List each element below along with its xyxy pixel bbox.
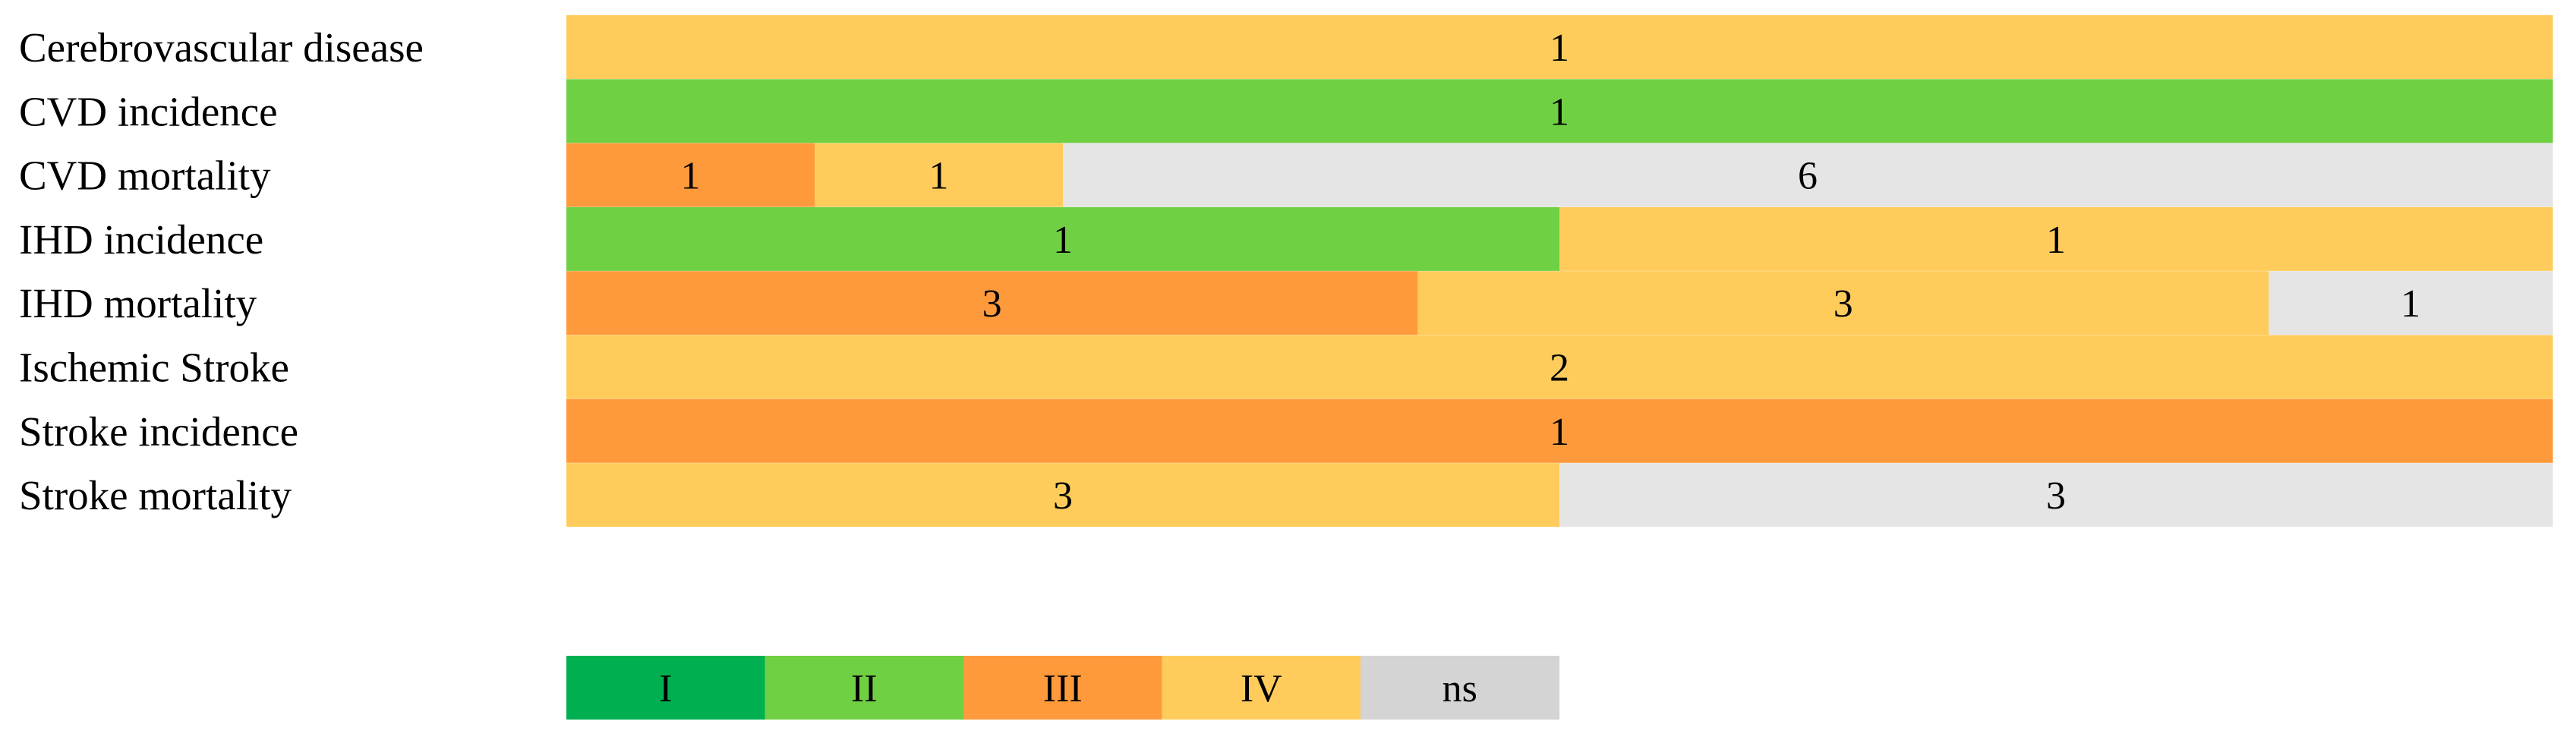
bar-value-label-ihd-incidence-iv: 1	[2046, 219, 2066, 262]
legend-swatch-ii	[765, 656, 964, 720]
bar-value-label-cvd-mortality-iii: 1	[681, 155, 701, 198]
bar-value-label-cvd-incidence-ii: 1	[1550, 90, 1569, 134]
bar-segment-ihd-mortality-iii	[566, 271, 1418, 335]
bar-segment-ischemic-stroke-iv	[566, 335, 2553, 399]
bar-value-label-stroke-mortality-iv: 3	[1053, 474, 1073, 518]
bar-segment-stroke-incidence-iii	[566, 398, 2553, 463]
bar-value-label-ihd-mortality-ns: 1	[2401, 282, 2420, 326]
legend: I II III IV ns	[566, 656, 1560, 720]
legend-label-i: I	[659, 667, 672, 710]
bar-segment-cerebrovascular-disease-iv	[566, 15, 2553, 79]
bar-segment-cvd-mortality-iv	[815, 143, 1064, 207]
bar-segment-stroke-mortality-ns	[1559, 463, 2553, 528]
bar-value-label-stroke-mortality-ns: 3	[2046, 474, 2066, 518]
legend-swatch-i	[566, 656, 766, 720]
bar-value-label-ihd-mortality-iii: 3	[982, 282, 1002, 326]
legend-label-ii: II	[851, 667, 878, 710]
row-label-cerebrovascular-disease: Cerebrovascular disease	[19, 24, 424, 71]
bar-segment-ihd-incidence-ii	[566, 206, 1560, 271]
legend-swatch-ns	[1361, 656, 1560, 720]
bar-segment-ihd-mortality-iv	[1417, 271, 2269, 335]
row-label-ihd-mortality: IHD mortality	[19, 280, 257, 326]
bar-value-label-cvd-mortality-iv: 1	[929, 155, 949, 198]
legend-swatch-iii	[963, 656, 1163, 720]
bar-segment-cvd-incidence-ii	[566, 79, 2553, 143]
bar-value-label-cerebrovascular-disease-iv: 1	[1550, 27, 1569, 70]
bar-value-label-ihd-mortality-iv: 3	[1833, 282, 1853, 326]
bar-value-label-cvd-mortality-ns: 6	[1798, 155, 1818, 198]
bar-segment-ihd-mortality-ns	[2269, 271, 2553, 335]
bar-segment-cvd-mortality-ns	[1063, 143, 2553, 207]
row-labels: Cerebrovascular disease CVD incidence CVD …	[19, 24, 424, 518]
bar-value-label-ihd-incidence-ii: 1	[1053, 219, 1073, 262]
row-label-stroke-mortality: Stroke mortality	[19, 472, 292, 518]
row-label-cvd-incidence: CVD incidence	[19, 88, 278, 134]
legend-label-ns: ns	[1442, 667, 1477, 710]
bar-value-label-stroke-incidence-iii: 1	[1550, 411, 1569, 454]
row-label-cvd-mortality: CVD mortality	[19, 153, 271, 199]
bar-segment-cvd-mortality-iii	[566, 143, 815, 207]
row-label-stroke-incidence: Stroke incidence	[19, 408, 298, 455]
legend-swatch-iv	[1162, 656, 1361, 720]
bar-value-label-ischemic-stroke-iv: 2	[1550, 347, 1569, 390]
legend-label-iii: III	[1043, 667, 1083, 710]
bar-segment-stroke-mortality-iv	[566, 463, 1560, 528]
row-label-ihd-incidence: IHD incidence	[19, 216, 263, 263]
row-label-ischemic-stroke: Ischemic Stroke	[19, 345, 289, 391]
bar-segment-ihd-incidence-iv	[1559, 206, 2553, 271]
legend-label-iv: IV	[1241, 667, 1282, 710]
